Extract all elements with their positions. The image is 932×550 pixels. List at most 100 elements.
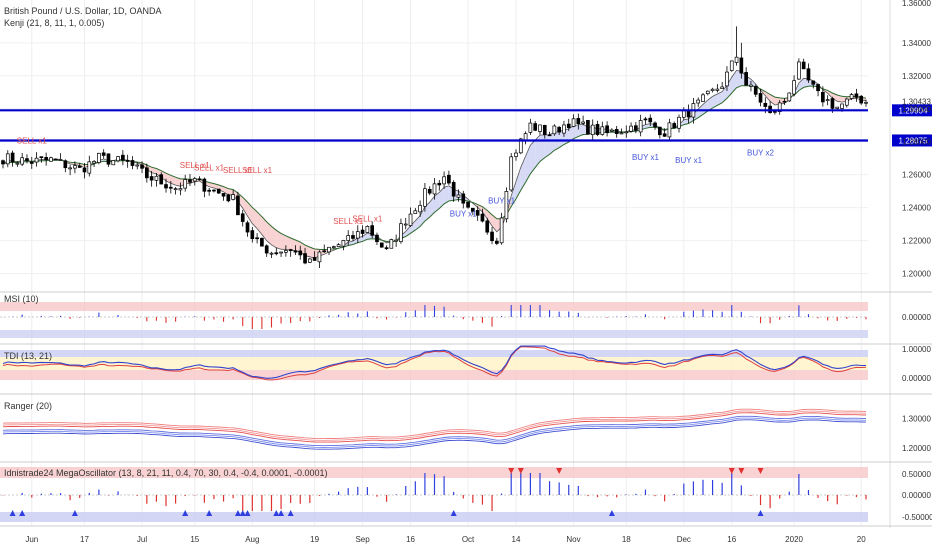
signal-label-buy: BUY x1 — [488, 196, 516, 205]
candle — [389, 239, 394, 249]
candle — [504, 191, 509, 220]
candle — [705, 90, 710, 95]
cloud-segment — [261, 216, 267, 241]
candle — [188, 179, 192, 183]
candle — [547, 134, 552, 137]
time-tick-label: 19 — [310, 535, 319, 544]
candle — [461, 193, 466, 204]
mega-sell-marker — [738, 468, 745, 474]
candle — [734, 56, 739, 63]
candle — [408, 213, 413, 226]
cloud-segment — [803, 78, 809, 88]
panel-tick-label: 0.00000 — [902, 374, 931, 383]
candle — [121, 154, 125, 161]
candle — [240, 213, 245, 222]
cloud-segment — [252, 207, 258, 229]
candle — [25, 158, 29, 161]
cloud-segment — [271, 226, 277, 248]
mega-buy-marker — [9, 510, 16, 516]
candle — [614, 129, 619, 135]
candle — [451, 182, 456, 197]
cloud-segment — [429, 196, 435, 218]
ranger-band-line — [2, 415, 867, 447]
candle — [643, 118, 648, 121]
cloud-segment — [530, 140, 536, 174]
level-price-tag — [892, 104, 932, 117]
ranger-band-line — [2, 410, 867, 441]
signal-label-buy: BUY x1 — [675, 156, 703, 165]
price-tick-label: 1.30000 — [902, 105, 931, 114]
candle — [840, 103, 844, 109]
candle — [97, 152, 101, 163]
megaoscillator-panel-title: Idnistrade24 MegaOscillator (13, 8, 21, … — [4, 468, 328, 478]
mega-upper-band — [0, 467, 868, 478]
candle — [58, 159, 63, 161]
candle — [216, 188, 221, 194]
time-tick-label: 16 — [727, 535, 736, 544]
level-price-label: 1.29904 — [899, 106, 928, 115]
candle — [638, 120, 643, 133]
panel-tick-label: 1.20000 — [902, 444, 931, 453]
time-tick-label: 17 — [80, 535, 89, 544]
candle — [514, 152, 518, 157]
candle — [322, 250, 327, 253]
panel-tick-label: 0.50000 — [902, 470, 931, 479]
signal-label-sell: SELL x1 — [17, 137, 47, 146]
mega-buy-marker — [608, 510, 615, 516]
candle — [327, 246, 331, 253]
cloud-segment — [573, 124, 579, 139]
cloud-segment — [492, 214, 497, 232]
cloud-segment — [559, 129, 564, 148]
signal-label-buy: BUY x1 — [450, 210, 478, 219]
mega-sell-marker — [556, 468, 563, 474]
candle — [634, 125, 638, 131]
candle — [231, 194, 235, 200]
candle — [864, 101, 868, 104]
candle — [499, 217, 504, 244]
cloud-segment — [166, 173, 171, 184]
candle — [15, 162, 20, 165]
candle — [111, 160, 116, 166]
candle — [274, 252, 279, 255]
cloud-segment — [410, 220, 416, 234]
candle — [144, 167, 149, 179]
candle — [173, 188, 178, 191]
candle — [494, 240, 499, 244]
candle — [159, 174, 164, 185]
candle — [528, 122, 533, 133]
candle — [101, 152, 106, 156]
candle — [130, 160, 135, 166]
signal-label-sell: SELL x1 — [352, 215, 382, 224]
time-tick-label: Jul — [137, 535, 147, 544]
signal-label-sell: SELL x1 — [333, 217, 363, 226]
candle — [303, 253, 307, 264]
level-price-label: 1.28075 — [899, 136, 928, 145]
candle — [293, 250, 298, 253]
candle — [480, 213, 485, 222]
candle — [715, 88, 720, 91]
signal-label-sell: SELL x1 — [180, 161, 210, 170]
candle — [308, 258, 312, 263]
candle — [192, 178, 197, 182]
tdi-signal-line — [2, 346, 867, 381]
candle — [533, 123, 538, 131]
price-tick-label: 1.32000 — [902, 72, 931, 81]
candle — [471, 207, 475, 212]
signal-label-sell: SELL x1 — [242, 166, 272, 175]
cloud-segment — [228, 188, 234, 195]
candle — [370, 225, 375, 236]
mega-sell-marker — [508, 468, 515, 474]
candle — [260, 237, 264, 247]
cloud-segment — [247, 202, 253, 224]
candle — [20, 157, 25, 165]
candle — [801, 61, 806, 70]
candle — [298, 250, 303, 256]
candle — [10, 152, 15, 163]
candle — [485, 220, 490, 233]
candle — [605, 125, 609, 134]
cloud-segment — [707, 96, 713, 112]
price-tick-label: 1.34000 — [902, 39, 931, 48]
candle — [29, 161, 34, 164]
candle — [77, 165, 82, 168]
